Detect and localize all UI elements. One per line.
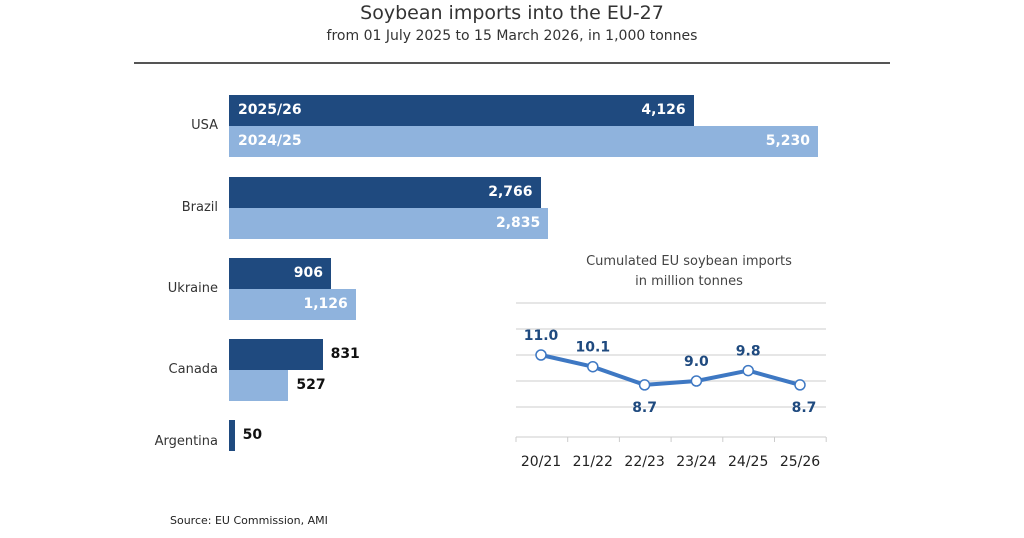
series-line: [540, 353, 801, 387]
bar-2025-26: [229, 420, 235, 451]
data-label: 8.7: [792, 400, 817, 416]
bar-2024-25: [229, 126, 818, 157]
data-label: 9.8: [736, 344, 761, 360]
data-label: 11.0: [524, 328, 559, 344]
category-label: USA: [191, 118, 218, 133]
data-point: [587, 360, 599, 373]
bar-2024-25: [229, 289, 356, 320]
category-label: Ukraine: [167, 281, 218, 296]
x-tick-label: 21/22: [573, 454, 613, 470]
data-point: [535, 349, 547, 361]
data-label: 2,835: [495, 215, 541, 231]
source-note: Source: EU Commission, AMI: [170, 514, 328, 527]
x-tick-label: 25/26: [780, 454, 820, 470]
data-label: 4,126: [641, 102, 686, 118]
data-label: 1,126: [303, 296, 348, 312]
data-point: [794, 379, 806, 391]
x-tick-label: 24/25: [728, 454, 768, 470]
category-label: Brazil: [181, 200, 218, 215]
data-label: 527: [296, 377, 326, 393]
bar-2025-26: [229, 258, 332, 289]
x-tick-label: 22/23: [624, 454, 664, 470]
x-tick-label: 20/21: [521, 454, 561, 470]
data-label: 906: [293, 265, 324, 281]
bar-2025-26: [229, 339, 323, 370]
data-point: [690, 375, 703, 387]
bar-2024-25: [229, 208, 549, 239]
category-label: Argentina: [154, 434, 218, 449]
category-label: Canada: [168, 362, 218, 377]
data-point: [742, 364, 754, 377]
data-label: 9.0: [684, 354, 709, 370]
bar-2025-26: [229, 95, 694, 126]
x-tick-label: 23/24: [676, 454, 716, 470]
data-label: 5,230: [765, 133, 810, 149]
inset-subtitle: in million tonnes: [635, 274, 743, 289]
series-label: 2024/25: [238, 133, 302, 149]
data-point: [638, 379, 651, 391]
data-label: 2,766: [488, 184, 533, 200]
chart-title: Soybean imports into the EU-27: [360, 2, 664, 24]
data-label: 10.1: [576, 340, 611, 356]
inset-title: Cumulated EU soybean imports: [586, 254, 792, 269]
bar-2024-25: [229, 370, 289, 401]
title-divider: [134, 62, 890, 64]
series-label: 2025/26: [238, 102, 302, 118]
data-label: 831: [330, 346, 360, 362]
data-label: 50: [242, 427, 263, 443]
chart-subtitle: from 01 July 2025 to 15 March 2026, in 1…: [326, 28, 698, 44]
data-label: 8.7: [632, 400, 657, 416]
bar-2025-26: [229, 177, 541, 208]
